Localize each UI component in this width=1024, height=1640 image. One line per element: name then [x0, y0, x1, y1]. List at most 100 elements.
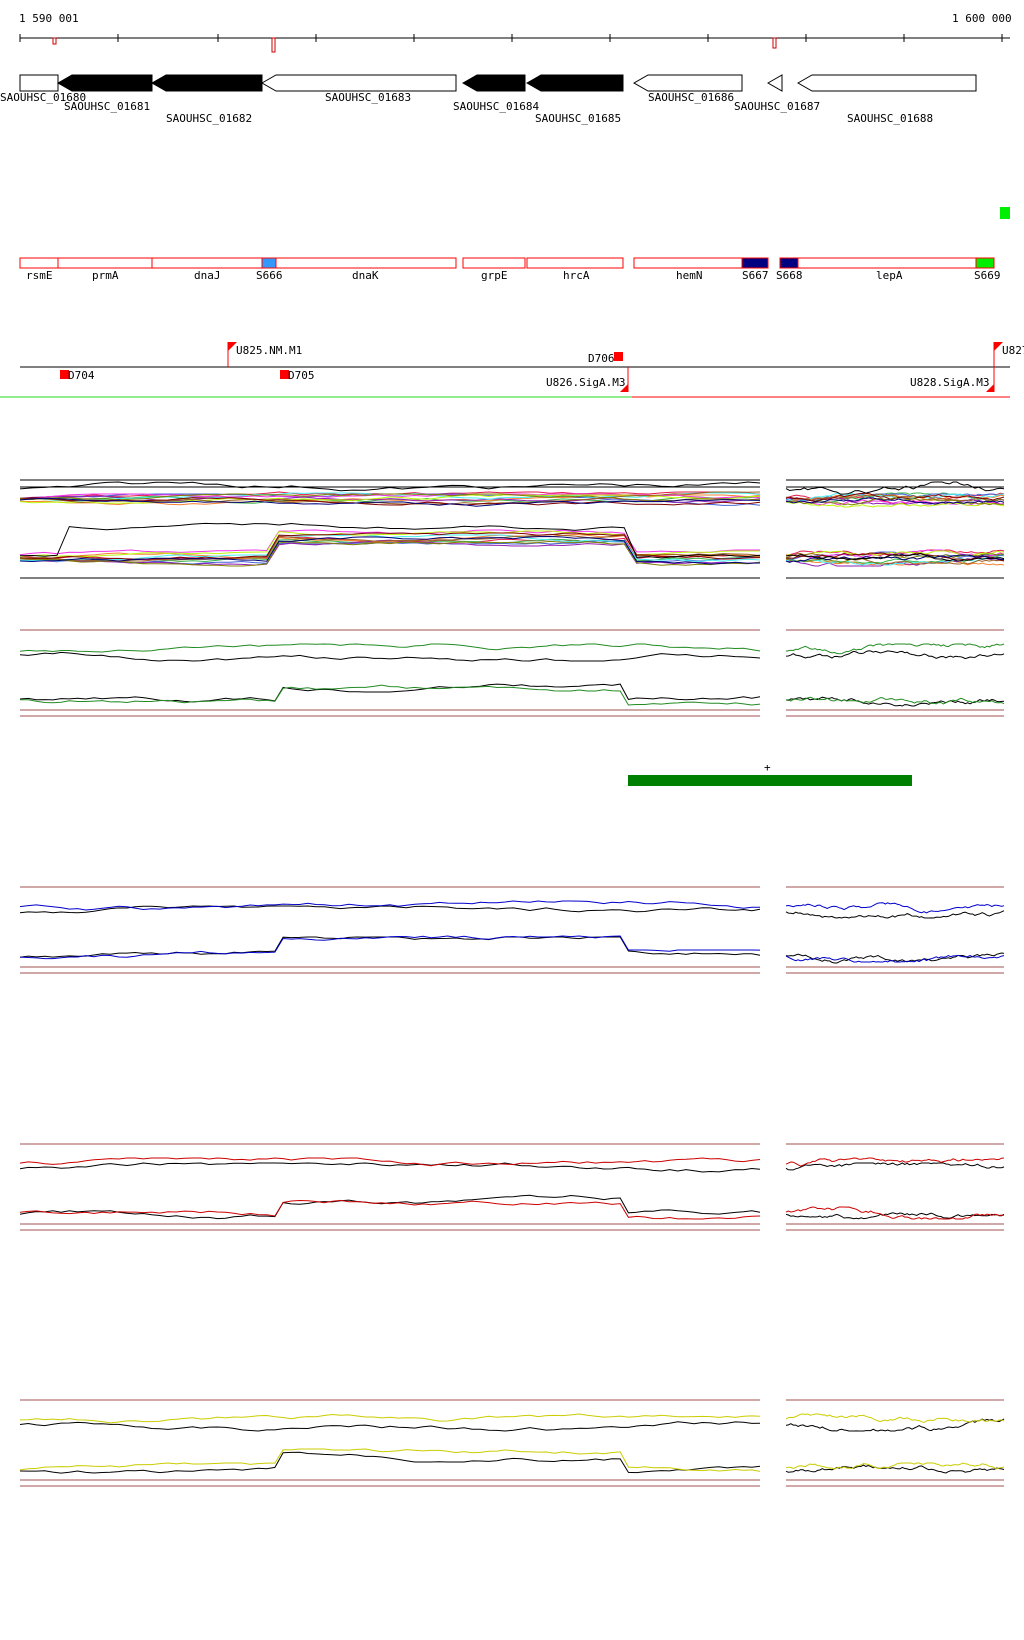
- annotation-label: S669: [974, 269, 1001, 282]
- gene-arrow[interactable]: [19, 74, 59, 92]
- annotation-label: hrcA: [563, 269, 590, 282]
- annotation-box[interactable]: [975, 257, 995, 269]
- annotation-track: rsmE prmA dnaJ S666 dnaK grpE hrcA hemN S667 S668…: [19, 257, 1001, 282]
- gene-label: SAOUHSC_01680: [0, 91, 86, 104]
- axis-peak-mark: [52, 37, 57, 45]
- profile-trace: [19, 533, 761, 562]
- annotation-label: lepA: [876, 269, 903, 282]
- profile-trace: [19, 497, 761, 507]
- annotation-label: hemN: [676, 269, 703, 282]
- gene-label: SAOUHSC_01687: [734, 100, 820, 113]
- sigma-feature-label: U828.SigA.M3: [910, 376, 989, 389]
- down-feature-box[interactable]: [280, 370, 289, 379]
- profile-trace-colored: [785, 1157, 1005, 1167]
- annotation-box[interactable]: [275, 257, 457, 269]
- profile-trace: [19, 540, 761, 567]
- annotation-box[interactable]: [261, 257, 277, 269]
- down-feature-label: D704: [68, 369, 95, 382]
- down-feature-box[interactable]: [614, 352, 623, 361]
- profile-trace-black: [19, 1162, 761, 1173]
- profile-trace: [19, 493, 761, 500]
- profile-trace-black: [19, 1451, 761, 1474]
- profile-trace: [785, 501, 1005, 508]
- gene-arrow[interactable]: [632, 74, 743, 92]
- profile-trace-colored: [785, 1413, 1005, 1423]
- gene-arrow[interactable]: [56, 74, 153, 92]
- profile-trace-colored: [19, 1413, 761, 1424]
- sigma-feature-label: U826.SigA.M3: [546, 376, 625, 389]
- profile-trace: [19, 481, 761, 492]
- profile-trace-colored: [785, 902, 1005, 914]
- profile-trace: [19, 522, 761, 559]
- sigma-flag[interactable]: [986, 384, 994, 392]
- axis-peak-mark: [772, 37, 777, 49]
- marker-green-square: [1000, 207, 1010, 219]
- annotation-box[interactable]: [741, 257, 769, 269]
- gene-arrow[interactable]: [796, 74, 977, 92]
- profile-trace: [785, 481, 1005, 495]
- profile-trace-colored: [19, 935, 761, 960]
- up-flag[interactable]: [994, 342, 1003, 351]
- segment-marker: +: [764, 761, 771, 774]
- profile-trace-black: [785, 1464, 1005, 1474]
- segment-bar: [628, 775, 912, 786]
- annotation-box[interactable]: [151, 257, 263, 269]
- profile-trace-colored: [19, 1199, 761, 1220]
- gene-arrow[interactable]: [766, 74, 783, 92]
- annotation-box[interactable]: [462, 257, 526, 269]
- profile-trace-black: [19, 683, 761, 703]
- annotation-label: rsmE: [26, 269, 53, 282]
- annotation-label: prmA: [92, 269, 119, 282]
- annotation-box[interactable]: [633, 257, 743, 269]
- profile-trace-colored: [785, 696, 1005, 705]
- segment-track: +: [628, 761, 912, 786]
- gene-label: SAOUHSC_01685: [535, 112, 621, 125]
- gene-label: SAOUHSC_01682: [166, 112, 252, 125]
- profile-trace-colored: [785, 643, 1005, 655]
- profile-trace-colored: [19, 643, 761, 653]
- profile-trace: [19, 493, 761, 502]
- gene-arrow[interactable]: [150, 74, 263, 92]
- annotation-label: grpE: [481, 269, 508, 282]
- down-feature-box[interactable]: [60, 370, 69, 379]
- gene-label: SAOUHSC_01681: [64, 100, 150, 113]
- profile-trace-colored: [19, 1157, 761, 1167]
- up-feature-label: U827: [1002, 344, 1024, 357]
- annotation-label: dnaJ: [194, 269, 221, 282]
- annotation-label: S668: [776, 269, 803, 282]
- profile-trace: [19, 497, 761, 506]
- annotation-box[interactable]: [526, 257, 624, 269]
- profile-trace-black: [785, 1418, 1005, 1432]
- profile-trace: [19, 534, 761, 563]
- axis-peak-mark: [271, 37, 276, 53]
- profile-trace-colored: [19, 684, 761, 706]
- annotation-box[interactable]: [779, 257, 799, 269]
- profile-trace: [19, 535, 761, 565]
- gene-arrow[interactable]: [260, 74, 457, 92]
- profile-trace-black: [785, 910, 1005, 919]
- annotation-label: dnaK: [352, 269, 379, 282]
- sigma-flag[interactable]: [620, 384, 628, 392]
- annotation-box[interactable]: [19, 257, 59, 269]
- profile-trace: [19, 532, 761, 560]
- gene-label: SAOUHSC_01684: [453, 100, 539, 113]
- profile-trace-black: [785, 952, 1005, 964]
- annotation-box[interactable]: [797, 257, 977, 269]
- gene-arrow[interactable]: [461, 74, 526, 92]
- gene-label: SAOUHSC_01683: [325, 91, 411, 104]
- expression-panels: [19, 479, 1005, 1487]
- annotation-box[interactable]: [57, 257, 153, 269]
- axis-ticks: [19, 34, 1003, 53]
- up-flag[interactable]: [228, 342, 237, 351]
- profile-trace: [785, 497, 1005, 505]
- annotation-label: S666: [256, 269, 283, 282]
- profile-trace-colored: [785, 1462, 1005, 1470]
- annotation-label: S667: [742, 269, 769, 282]
- profile-trace-black: [19, 651, 761, 662]
- profile-trace-colored: [19, 900, 760, 911]
- profile-trace: [785, 493, 1005, 502]
- gene-arrow[interactable]: [525, 74, 624, 92]
- down-feature-label: D706: [588, 352, 615, 365]
